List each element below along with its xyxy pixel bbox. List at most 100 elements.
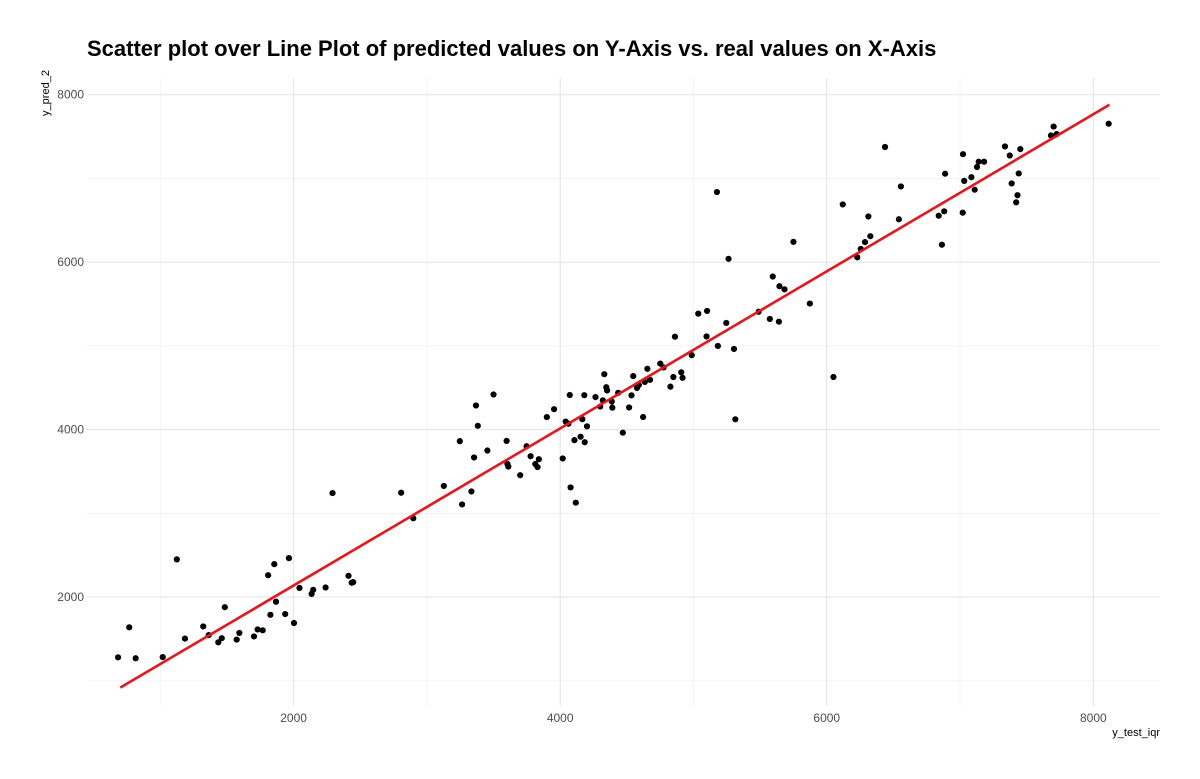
scatter-point	[678, 369, 685, 376]
scatter-point	[114, 654, 122, 661]
scatter-point	[503, 437, 510, 445]
scatter-point	[250, 633, 258, 640]
scatter-point	[695, 310, 702, 317]
scatter-point	[535, 456, 542, 463]
scatter-point	[679, 374, 686, 381]
scatter-point	[581, 439, 588, 446]
regression-line-layer	[119, 103, 1111, 689]
scatter-point	[271, 561, 278, 568]
scatter-point	[938, 241, 946, 248]
scatter-point	[534, 464, 541, 471]
scatter-point	[703, 307, 711, 315]
scatter-point	[527, 453, 534, 460]
scatter-point	[688, 352, 695, 359]
scatter-point	[766, 315, 773, 323]
y-tick-label: 8000	[57, 88, 84, 102]
scatter-point	[290, 619, 298, 627]
scatter-point	[1017, 145, 1024, 153]
scatter-point	[897, 183, 904, 190]
scatter-point	[345, 572, 352, 579]
scatter-point	[881, 143, 889, 151]
scatter-point	[1013, 199, 1020, 206]
scatter-point	[959, 209, 966, 216]
scatter-point	[975, 158, 982, 165]
scatter-point	[505, 463, 512, 470]
scatter-point	[458, 501, 466, 508]
scatter-point	[350, 579, 357, 586]
scatter-point	[456, 438, 463, 445]
scatter-point	[470, 454, 478, 461]
scatter-point	[474, 422, 481, 429]
scatter-point	[604, 387, 611, 394]
scatter-point	[971, 186, 978, 193]
scatter-point	[1105, 120, 1112, 127]
scatter-point	[725, 255, 732, 262]
scatter-point	[173, 556, 180, 563]
scatter-point	[543, 414, 550, 421]
scatter-point	[1001, 143, 1009, 150]
scatter-point	[790, 238, 797, 245]
scatter-point	[200, 623, 207, 630]
scatter-point	[592, 394, 599, 401]
scatter-point	[839, 201, 846, 208]
scatter-point	[867, 233, 874, 240]
scatter-point	[861, 239, 869, 246]
scatter-point	[628, 392, 635, 399]
scatter-point	[215, 639, 222, 646]
scatter-point	[732, 416, 739, 423]
scatter-point	[959, 151, 967, 158]
scatter-point	[865, 213, 872, 220]
y-tick-label: 4000	[57, 423, 84, 437]
scatter-point	[714, 342, 721, 350]
scatter-point	[577, 433, 584, 440]
scatter-point	[218, 635, 225, 642]
scatter-point	[1050, 123, 1057, 130]
scatter-point	[609, 404, 616, 411]
scatter-point	[259, 627, 266, 634]
scatter-point	[854, 254, 861, 261]
scatter-point	[572, 499, 579, 506]
scatter-point	[472, 402, 480, 409]
scatter-point	[941, 208, 948, 215]
scatter-point	[282, 610, 289, 618]
scatter-point	[895, 216, 902, 223]
scatter-point	[310, 586, 317, 593]
x-tick-label: 6000	[813, 711, 840, 725]
scatter-point	[601, 371, 608, 378]
scatter-point	[322, 584, 329, 591]
scatter-point	[646, 376, 654, 383]
scatter-point	[440, 482, 447, 490]
scatter-point	[769, 273, 776, 280]
scatter-point	[272, 598, 280, 605]
scatter-point	[468, 488, 475, 495]
scatter-point	[667, 383, 674, 390]
x-axis-label: y_test_iqr	[1112, 727, 1160, 739]
scatter-point	[1008, 180, 1015, 187]
scatter-point	[233, 636, 240, 643]
scatter-point	[644, 365, 651, 372]
scatter-point	[583, 423, 591, 430]
scatter-point	[567, 484, 574, 491]
scatter-point	[517, 472, 524, 479]
scatter-point	[550, 406, 558, 413]
chart-title: Scatter plot over Line Plot of predicted…	[87, 36, 936, 61]
scatter-point	[1014, 192, 1021, 199]
scatter-point	[181, 635, 189, 642]
scatter-point	[973, 163, 981, 171]
scatter-point	[935, 212, 942, 219]
scatter-point	[254, 626, 261, 633]
scatter-point	[723, 319, 730, 327]
scatter-point	[267, 611, 274, 618]
scatter-point	[713, 188, 721, 196]
scatter-point	[630, 372, 637, 380]
axis-tick-labels: 2000 4000 6000 8000 2000 4000 6000 8000	[57, 88, 1107, 725]
scatter-point	[942, 170, 949, 177]
scatter-point	[159, 653, 166, 661]
x-tick-label: 2000	[280, 711, 307, 725]
scatter-point	[639, 413, 647, 421]
scatter-point	[265, 572, 272, 579]
scatter-point	[581, 392, 588, 399]
scatter-point	[703, 333, 710, 340]
scatter-point	[1015, 170, 1022, 177]
